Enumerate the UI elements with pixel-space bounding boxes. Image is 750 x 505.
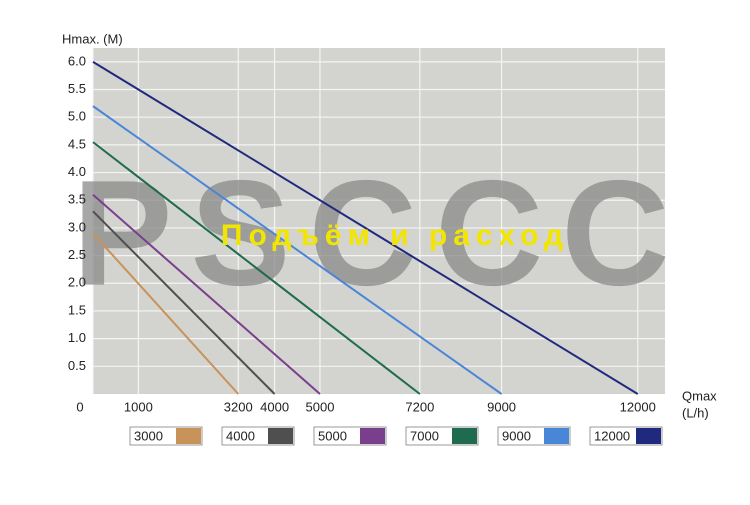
legend-label: 9000 <box>502 428 531 443</box>
y-tick-label: 4.0 <box>68 164 86 179</box>
y-tick-label: 5.0 <box>68 109 86 124</box>
x-tick-label: 1000 <box>124 399 153 414</box>
y-tick-label: 2.5 <box>68 247 86 262</box>
legend-swatch <box>636 428 661 444</box>
y-tick-label: 6.0 <box>68 53 86 68</box>
y-tick-label: 1.0 <box>68 330 86 345</box>
y-tick-label: 5.5 <box>68 81 86 96</box>
legend-swatch <box>544 428 569 444</box>
legend-swatch <box>360 428 385 444</box>
legend-label: 5000 <box>318 428 347 443</box>
overlay-text: Подъём и расход <box>221 219 569 252</box>
legend-label: 12000 <box>594 428 630 443</box>
watermark: PSCCC <box>72 149 687 317</box>
legend-label: 7000 <box>410 428 439 443</box>
legend-label: 3000 <box>134 428 163 443</box>
legend-label: 4000 <box>226 428 255 443</box>
series-line <box>92 105 503 395</box>
x-tick-label: 4000 <box>260 399 289 414</box>
legend-swatch <box>176 428 201 444</box>
x-tick-label: 5000 <box>306 399 335 414</box>
y-tick-label: 4.5 <box>68 136 86 151</box>
x-axis-label: Qmax <box>682 388 717 403</box>
y-tick-label: 2.0 <box>68 275 86 290</box>
legend-swatch <box>452 428 477 444</box>
y-tick-label: 0.5 <box>68 358 86 373</box>
y-tick-label: 3.0 <box>68 219 86 234</box>
x-tick-label: 12000 <box>620 399 656 414</box>
series-line <box>92 60 639 395</box>
series-line <box>92 193 321 395</box>
x-tick-label: 0 <box>76 399 83 414</box>
x-tick-label: 7200 <box>405 399 434 414</box>
y-tick-label: 3.5 <box>68 192 86 207</box>
plot-area <box>93 48 665 394</box>
series-line <box>92 232 240 395</box>
x-axis-unit: (L/h) <box>682 405 709 420</box>
series-line <box>92 210 276 395</box>
y-tick-label: 1.5 <box>68 302 86 317</box>
x-tick-label: 9000 <box>487 399 516 414</box>
y-axis-label: Hmax. (M) <box>62 31 123 46</box>
legend-swatch <box>268 428 293 444</box>
series-line <box>92 141 421 395</box>
x-tick-label: 3200 <box>224 399 253 414</box>
